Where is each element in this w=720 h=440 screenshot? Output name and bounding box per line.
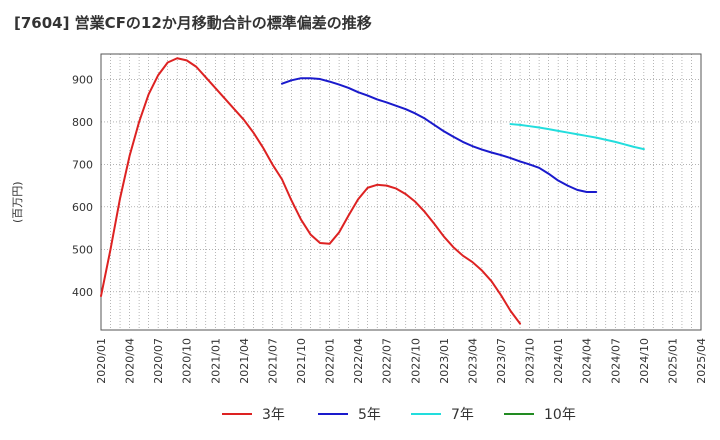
x-tick-label: 2023/10 (524, 338, 537, 384)
legend-swatch (222, 413, 252, 415)
x-tick-label: 2023/07 (495, 338, 508, 384)
x-tick-label: 2024/04 (581, 338, 594, 384)
x-tick-label: 2024/01 (552, 338, 565, 384)
chart-legend: 3年 5年 7年 10年 (0, 404, 720, 426)
series-line-3年 (100, 57, 522, 325)
legend-label: 3年 (262, 407, 285, 423)
legend-item: 7年 (411, 404, 474, 424)
x-tick-label: 2022/07 (381, 338, 394, 384)
chart-title: [7604] 営業CFの12か月移動合計の標準偏差の推移 (14, 14, 372, 32)
y-tick-label: 900 (72, 73, 93, 86)
x-tick-label: 2022/04 (352, 338, 365, 384)
x-tick-label: 2020/01 (95, 338, 108, 384)
legend-item: 3年 (222, 404, 285, 424)
y-tick-label: 600 (72, 201, 93, 214)
axis-layer: 400 500 600 700 800 900 2020/01 2020/04 2020/07 2… (72, 53, 708, 384)
plot-frame (100, 53, 702, 331)
x-tick-label: 2023/01 (438, 338, 451, 384)
x-tick-label: 2024/10 (638, 338, 651, 384)
legend-swatch (411, 413, 441, 415)
legend-label: 10年 (544, 407, 576, 423)
line-chart: 400 500 600 700 800 900 2020/01 2020/04 2020/07 2… (72, 53, 708, 384)
y-tick-label: 500 (72, 243, 93, 256)
x-tick-label: 2025/01 (666, 338, 679, 384)
legend-label: 5年 (358, 407, 381, 423)
x-tick-label: 2022/10 (409, 338, 422, 384)
legend-swatch (504, 413, 534, 415)
x-tick-label: 2020/07 (152, 338, 165, 384)
series-line-5年 (280, 77, 598, 193)
series-line-7年 (509, 123, 645, 151)
x-tick-label: 2021/01 (209, 338, 222, 384)
x-tick-label: 2024/07 (609, 338, 622, 384)
y-tick-label: 700 (72, 158, 93, 171)
grid-layer (100, 54, 702, 330)
x-tick-label: 2020/04 (124, 338, 137, 384)
x-tick-label: 2021/04 (238, 338, 251, 384)
legend-item: 5年 (318, 404, 381, 424)
series-layer (100, 57, 645, 325)
legend-item: 10年 (504, 404, 576, 424)
x-tick-label: 2023/04 (466, 338, 479, 384)
y-tick-label: 800 (72, 116, 93, 129)
legend-swatch (318, 413, 348, 415)
x-tick-label: 2021/07 (266, 338, 279, 384)
x-tick-label: 2020/10 (181, 338, 194, 384)
x-tick-label: 2025/04 (695, 338, 708, 384)
x-tick-label: 2021/10 (295, 338, 308, 384)
x-tick-label: 2022/01 (324, 338, 337, 384)
y-tick-label: 400 (72, 286, 93, 299)
legend-label: 7年 (451, 407, 474, 423)
